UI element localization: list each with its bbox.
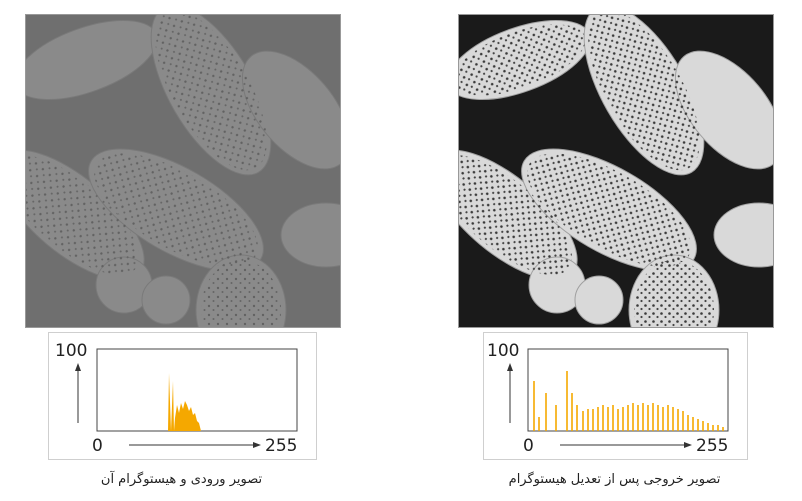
input-image	[25, 14, 341, 328]
y-axis-arrowhead	[75, 363, 81, 371]
y-axis-max-label: 100	[487, 341, 519, 361]
histogram-bars	[533, 371, 724, 431]
output-histogram: 100	[483, 332, 748, 460]
histogram-bars	[168, 373, 201, 431]
y-axis-arrowhead	[507, 363, 513, 371]
input-histogram: 100 0 255	[48, 332, 317, 460]
output-caption: تصویر خروجی پس از تعدیل هیستوگرام	[508, 472, 721, 487]
x-axis-min-label: 0	[523, 436, 534, 456]
x-axis-max-label: 255	[265, 436, 297, 456]
x-axis-arrowhead	[684, 442, 692, 448]
histogram-frame	[96, 348, 298, 432]
x-axis-max-label: 255	[696, 436, 728, 456]
x-axis-arrowhead	[253, 442, 261, 448]
histogram-area	[168, 373, 201, 431]
x-axis-min-label: 0	[92, 436, 103, 456]
y-axis-max-label: 100	[55, 341, 87, 361]
output-image	[458, 14, 774, 328]
input-caption: تصویر ورودی و هیستوگرام آن	[100, 472, 263, 487]
